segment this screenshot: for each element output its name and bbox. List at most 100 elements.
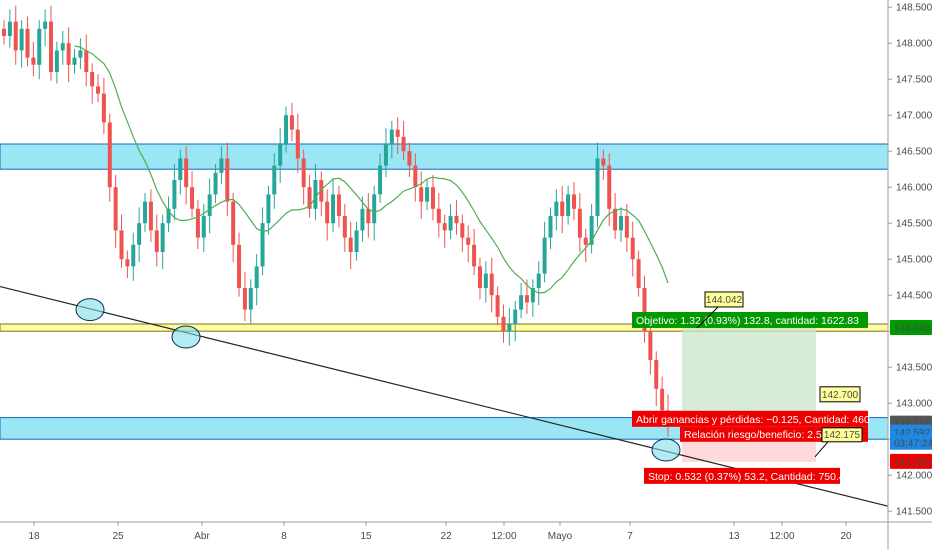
- candle-body: [342, 216, 347, 238]
- y-tick-label: 145.000: [896, 255, 932, 266]
- candle-body: [436, 208, 441, 224]
- y-tick-label: 141.500: [896, 507, 932, 518]
- candle-body: [507, 324, 512, 332]
- overlays[interactable]: Objetivo: 1.32 (0.93%) 132.8, cantidad: …: [75, 291, 870, 484]
- candle-body: [360, 208, 365, 231]
- candle-body: [618, 216, 623, 231]
- candle-body: [137, 223, 142, 245]
- candle-body: [2, 28, 6, 36]
- candle-body: [519, 295, 524, 310]
- candle-body: [143, 201, 148, 224]
- price-badge-label: 144.045: [894, 323, 931, 334]
- candle-body: [548, 216, 553, 238]
- moving-average-line: [74, 45, 669, 294]
- candle-body: [119, 230, 124, 260]
- candle-body: [19, 28, 24, 51]
- candle-body: [278, 144, 283, 166]
- y-tick-label: 142.000: [896, 471, 932, 482]
- candle-body: [430, 187, 435, 209]
- candle-body: [577, 208, 582, 238]
- x-tick-label: Abr: [194, 531, 210, 542]
- candle-body: [7, 21, 12, 36]
- candle-body: [660, 388, 665, 411]
- x-tick-label: 12:00: [491, 531, 516, 542]
- x-tick-label: 22: [440, 531, 452, 542]
- candle-body: [160, 223, 165, 252]
- candle-body: [289, 115, 294, 130]
- candle-body: [219, 158, 224, 173]
- candle-body: [237, 244, 242, 288]
- candle-body: [325, 201, 330, 224]
- candle-body: [501, 316, 506, 332]
- candle-body: [43, 21, 48, 29]
- y-tick-label: 143.500: [896, 363, 932, 374]
- candle-body: [254, 266, 259, 288]
- open-pnl-label: Abrir ganancias y pérdidas: −0.125, Cant…: [636, 414, 870, 426]
- candle-body: [266, 194, 271, 224]
- stop-label-box: [644, 467, 840, 484]
- candle-body: [260, 223, 265, 267]
- candle-body: [389, 129, 394, 144]
- candle-body: [166, 208, 171, 224]
- candle-body: [131, 244, 136, 267]
- candle-body: [589, 216, 594, 245]
- candle-body: [407, 151, 412, 166]
- candle-body: [454, 216, 459, 224]
- candle-body: [213, 172, 218, 195]
- candle-body: [571, 194, 576, 209]
- target-label: Objetivo: 1.32 (0.93%) 132.8, cantidad: …: [636, 315, 859, 327]
- resistance-zone: [0, 143, 889, 170]
- x-tick-label: 8: [281, 531, 287, 542]
- candle-body: [630, 237, 635, 260]
- candle-body: [307, 187, 312, 209]
- price-badge: [890, 434, 932, 450]
- candle-body: [178, 158, 183, 180]
- candle-body: [595, 158, 600, 216]
- y-tick-label: 144.500: [896, 291, 932, 302]
- candle-body: [90, 72, 95, 87]
- candle-body: [348, 237, 353, 252]
- candle-body: [37, 28, 42, 65]
- candle-body: [654, 360, 659, 389]
- candle-body: [54, 50, 59, 72]
- y-tick-label: 148.500: [896, 3, 932, 14]
- candle-body: [101, 93, 106, 123]
- candle-body: [624, 216, 629, 238]
- candle-body: [60, 43, 65, 51]
- candle-body: [401, 136, 406, 152]
- candle-body: [301, 158, 306, 188]
- candle-body: [66, 43, 71, 65]
- candle-body: [96, 86, 101, 94]
- price-badge: [890, 319, 932, 335]
- candle-body: [201, 216, 206, 238]
- candle-body: [31, 57, 36, 65]
- candle-body: [172, 180, 177, 209]
- price-badge-label: 142.185: [894, 457, 931, 468]
- x-tick-label: 12:00: [769, 531, 794, 542]
- candle-body: [460, 223, 465, 238]
- risk-reward-label: Relación riesgo/beneficio: 2.5: [684, 429, 822, 441]
- x-tick-label: 25: [112, 531, 124, 542]
- candle-body: [472, 244, 477, 267]
- candle-body: [148, 201, 153, 231]
- y-tick-label: 147.000: [896, 111, 932, 122]
- target-callout-label: 144.042: [706, 295, 743, 306]
- candle-body: [513, 309, 518, 324]
- candle-body: [72, 57, 77, 65]
- candle-body: [413, 165, 418, 188]
- y-tick-label: 145.500: [896, 219, 932, 230]
- risk-reward-box: [680, 426, 868, 442]
- target-callout-pointer: [696, 306, 719, 329]
- candle-body: [536, 273, 541, 288]
- candle-body: [642, 288, 647, 332]
- candle-body: [84, 50, 89, 72]
- candle-body: [419, 187, 424, 202]
- candle-body: [195, 208, 200, 238]
- candle-body: [542, 237, 547, 274]
- candle-body: [613, 208, 618, 231]
- target-label-box: [632, 311, 868, 328]
- candle-body: [636, 259, 641, 288]
- candle-body: [107, 122, 112, 188]
